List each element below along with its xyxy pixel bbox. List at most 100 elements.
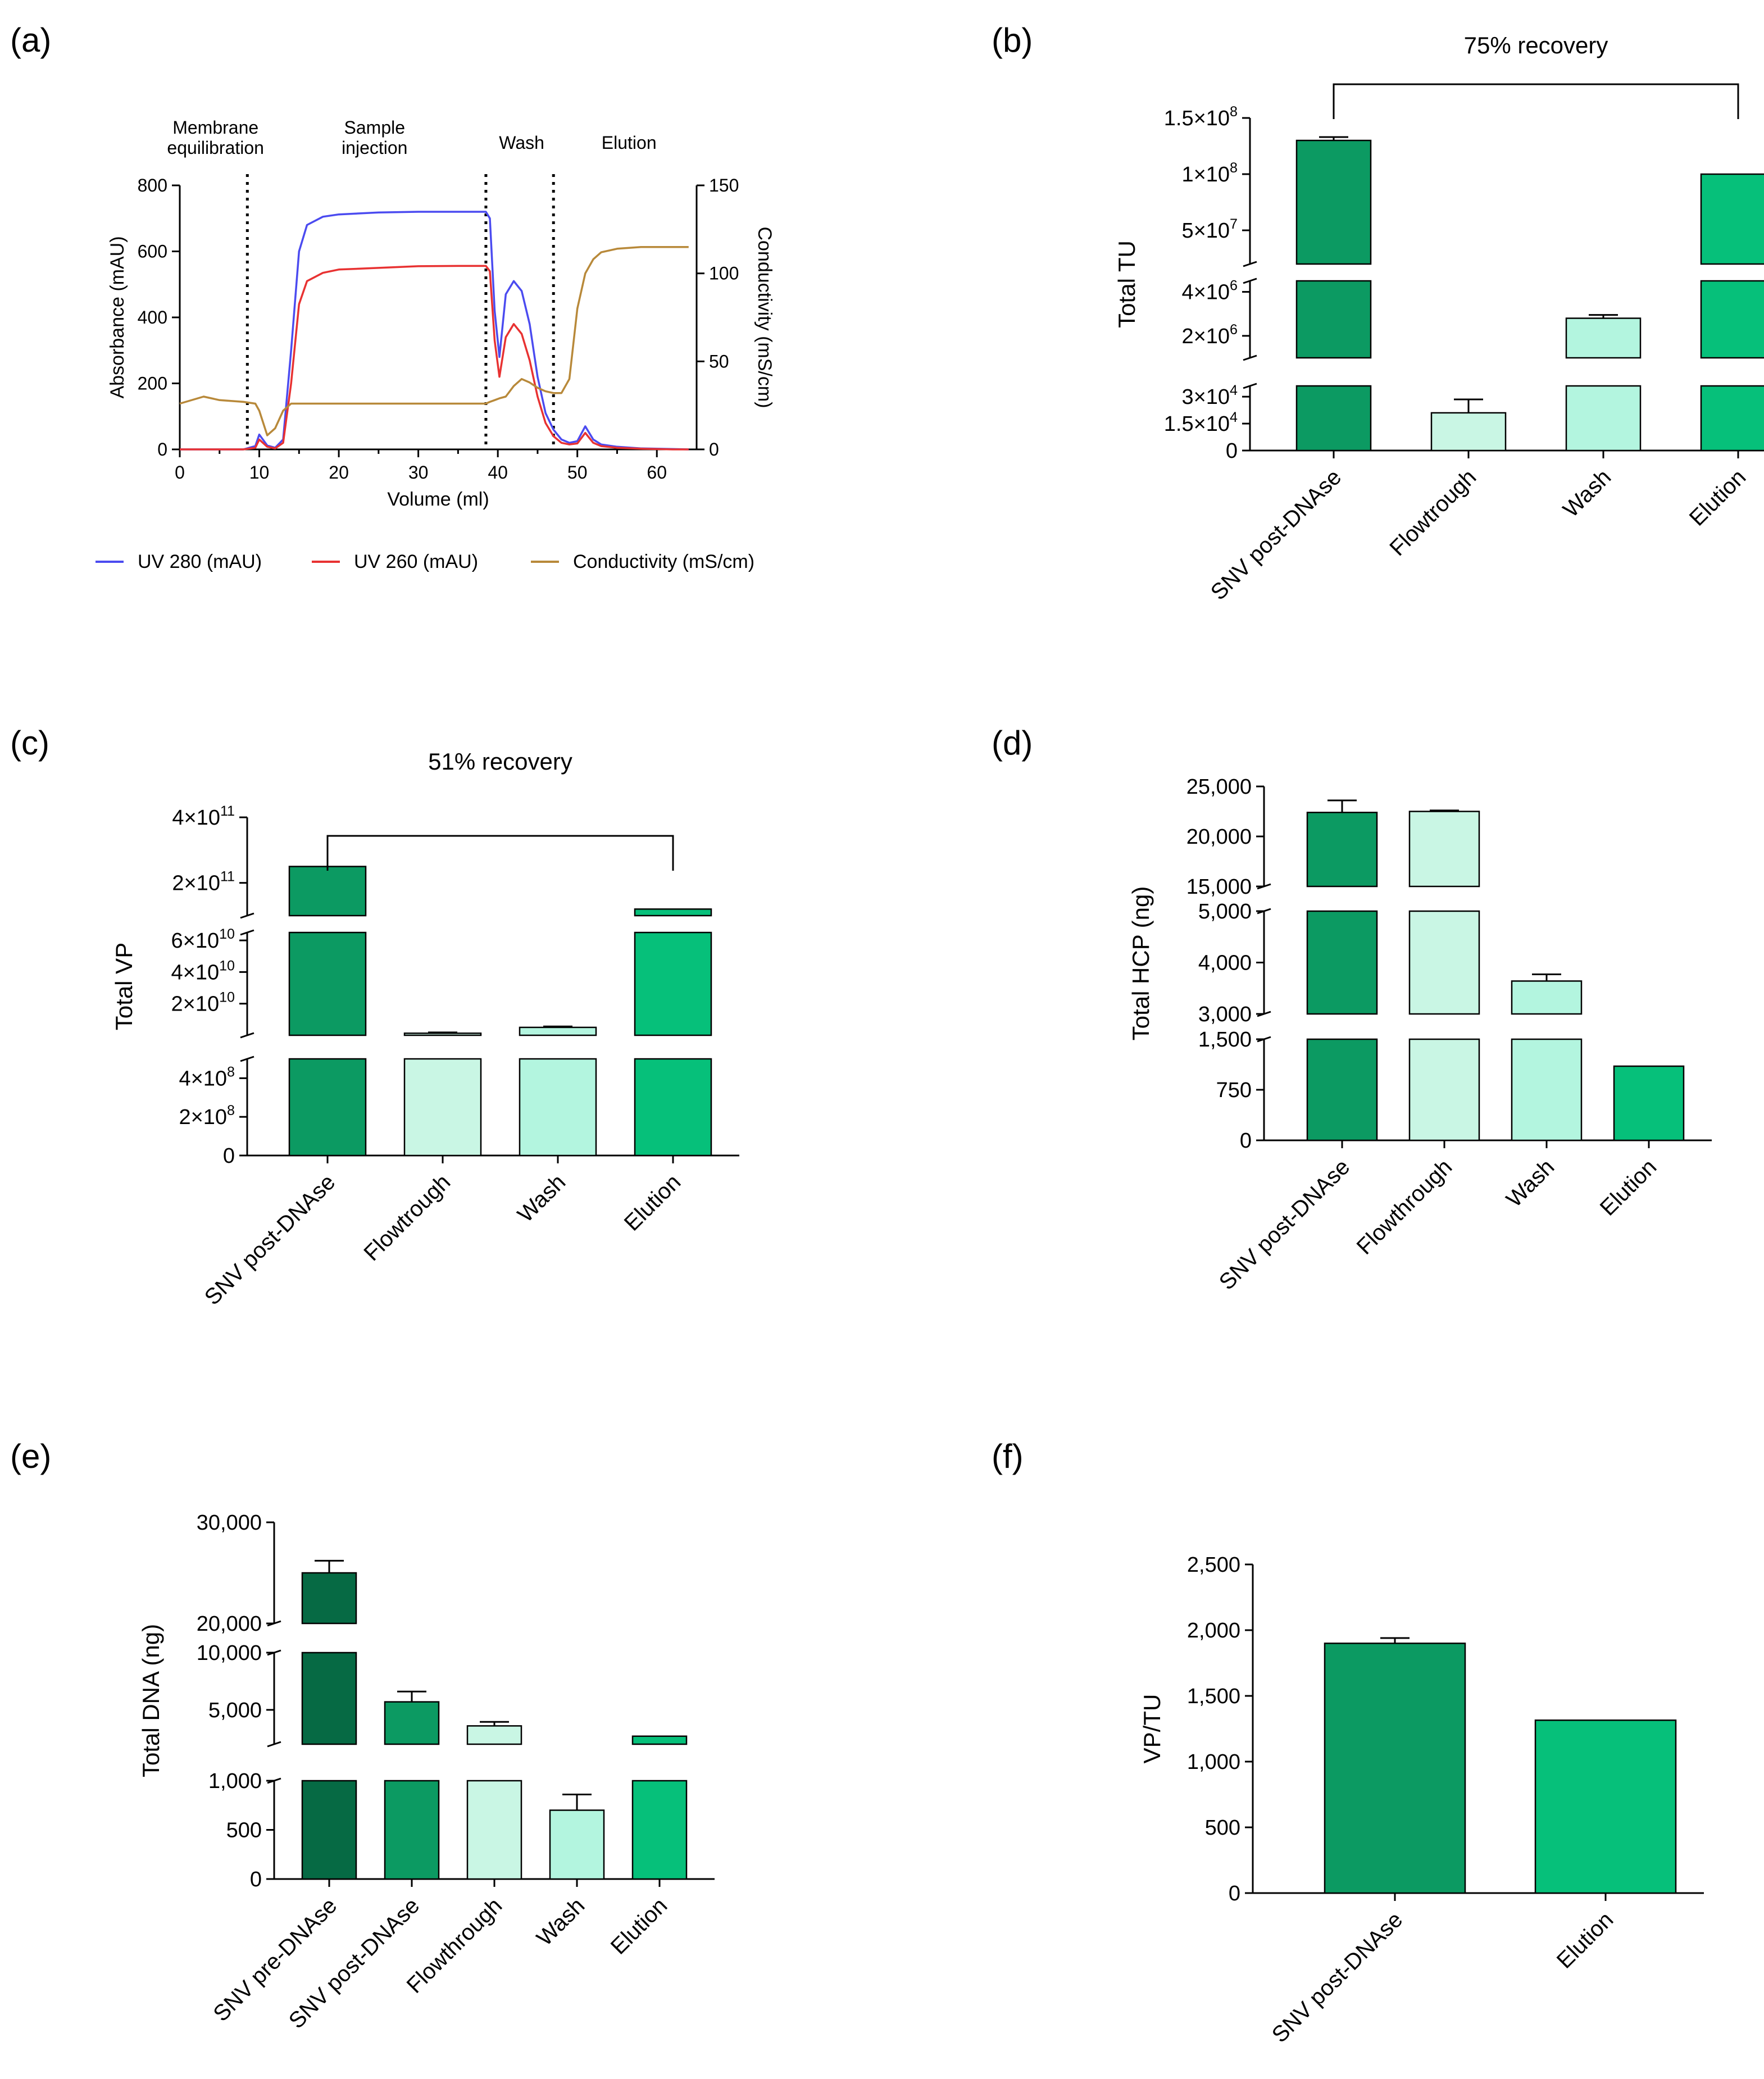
bar	[631, 1735, 688, 1745]
x-tick-label: 60	[647, 462, 667, 483]
y-tick-label: 3,000	[1198, 1003, 1252, 1026]
y-tick-label: 0	[1229, 1882, 1240, 1905]
series-line	[180, 211, 689, 451]
bar	[1700, 280, 1764, 359]
y-right-tick-label: 0	[709, 439, 719, 460]
bar	[1700, 385, 1764, 452]
bar	[519, 1058, 597, 1157]
x-tick-label: 0	[175, 462, 185, 483]
bar	[301, 1652, 357, 1745]
axis-break-mark	[1243, 277, 1257, 284]
bar	[1324, 1643, 1466, 1894]
bar	[1565, 385, 1642, 452]
chart-c: (c) 0 2×108 4×108 2×1010 4×1010 6×1010 2×1011 4×…	[10, 724, 739, 1310]
x-tick-label: 20	[329, 462, 349, 483]
y-tick-label: 30,000	[197, 1511, 262, 1535]
y-tick-label: 4×108	[179, 1064, 235, 1090]
bar	[1565, 317, 1642, 359]
bar	[1295, 280, 1372, 359]
y-axis-label: Total VP	[111, 943, 137, 1030]
x-tick-label: Flowtrough	[1385, 465, 1481, 561]
bar	[634, 931, 712, 1036]
x-tick-label: Flowthrough	[1352, 1154, 1457, 1259]
bar	[1511, 980, 1583, 1015]
bar	[1408, 910, 1480, 1015]
y-right-tick-label: 100	[709, 263, 739, 284]
bar	[1408, 1038, 1480, 1141]
bar	[1430, 412, 1507, 452]
chart-f: (f) 0 500 1,000 1,500 2,000 2,500 VP/TU SNV post…	[992, 1437, 1704, 2048]
bar	[288, 1058, 367, 1157]
bar	[301, 1780, 357, 1880]
y-tick-label: 5,000	[208, 1699, 262, 1722]
panel-label-f: (f)	[992, 1437, 1024, 1475]
bar	[403, 1032, 482, 1036]
axis-break-mark	[1243, 261, 1257, 267]
x-tick-label: Elution	[606, 1893, 672, 1959]
x-tick-label: Wash	[1502, 1154, 1559, 1212]
y-tick-label: 800	[138, 175, 167, 195]
y-tick-label: 1.5×104	[1164, 410, 1238, 436]
chart-e: (e) 0 500 1,000 5,000 10,000 20,000 30,000 Total…	[10, 1437, 715, 2033]
bar	[1408, 811, 1480, 888]
y-tick-label: 20,000	[1186, 825, 1252, 849]
y-tick-label: 25,000	[1186, 775, 1252, 799]
axis-break-mark	[240, 1032, 254, 1039]
bar	[1700, 173, 1764, 265]
axis-break-mark	[240, 912, 254, 919]
chart-a: (a) 0 200 400 600 800 0 50 100 150 0 10 20 30 40 50 60 Vo…	[10, 21, 775, 572]
legend-label: Conductivity (mS/cm)	[573, 551, 754, 572]
bar	[301, 1572, 357, 1625]
y-right-tick-label: 150	[709, 175, 739, 195]
bar	[549, 1809, 605, 1880]
y-tick-label: 5,000	[1198, 900, 1252, 924]
panel-label-d: (d)	[992, 724, 1033, 762]
bar	[1295, 139, 1372, 265]
y-axis-label: Total HCP (ng)	[1127, 886, 1154, 1041]
bar	[1306, 1038, 1378, 1141]
y-axis-label: Total DNA (ng)	[138, 1624, 164, 1777]
y-tick-label: 500	[226, 1819, 262, 1843]
y-axis-label: Absorbance (mAU)	[107, 236, 128, 398]
bar	[1306, 910, 1378, 1015]
bar	[634, 908, 712, 917]
bar	[288, 866, 367, 917]
bar	[466, 1725, 522, 1745]
bar	[384, 1780, 440, 1880]
x-tick-label: Wash	[1558, 465, 1616, 522]
y-tick-label: 1,000	[208, 1769, 262, 1793]
x-tick-label: Flowtrough	[359, 1170, 455, 1266]
y-tick-label: 1.5×108	[1164, 104, 1238, 130]
axis-break-mark	[240, 1056, 254, 1062]
y-tick-label: 2×1011	[172, 869, 235, 895]
y-tick-label: 0	[250, 1868, 262, 1891]
x-tick-label: Elution	[1685, 465, 1751, 531]
y-tick-label: 4×1011	[172, 803, 235, 830]
y-axis-label: Total TU	[1113, 240, 1140, 328]
bar	[1511, 1038, 1583, 1141]
y-tick-label: 4×1010	[171, 958, 235, 984]
phase-label: Sample	[344, 117, 406, 138]
recovery-bracket	[1333, 83, 1739, 119]
y-tick-label: 2×108	[179, 1103, 235, 1129]
y-tick-label: 0	[157, 439, 167, 460]
axis-break-mark	[1243, 354, 1257, 361]
y-tick-label: 500	[1205, 1816, 1240, 1840]
y-tick-label: 2,500	[1187, 1553, 1240, 1577]
y-tick-label: 2,000	[1187, 1619, 1240, 1643]
bar	[1613, 1065, 1685, 1141]
axis-break-mark	[267, 1741, 281, 1748]
x-tick-label: Elution	[620, 1170, 686, 1236]
series-line	[179, 245, 689, 436]
phase-label: Membrane	[172, 117, 258, 138]
phase-label: equilibration	[167, 138, 264, 158]
y-tick-label: 5×107	[1181, 216, 1238, 243]
phase-label: injection	[342, 138, 407, 158]
x-tick-label: 30	[408, 462, 429, 483]
x-axis-label: Volume (ml)	[387, 489, 489, 510]
y-right-tick-label: 50	[709, 351, 729, 371]
recovery-bracket	[326, 835, 674, 871]
axis-break-mark	[1243, 383, 1257, 389]
